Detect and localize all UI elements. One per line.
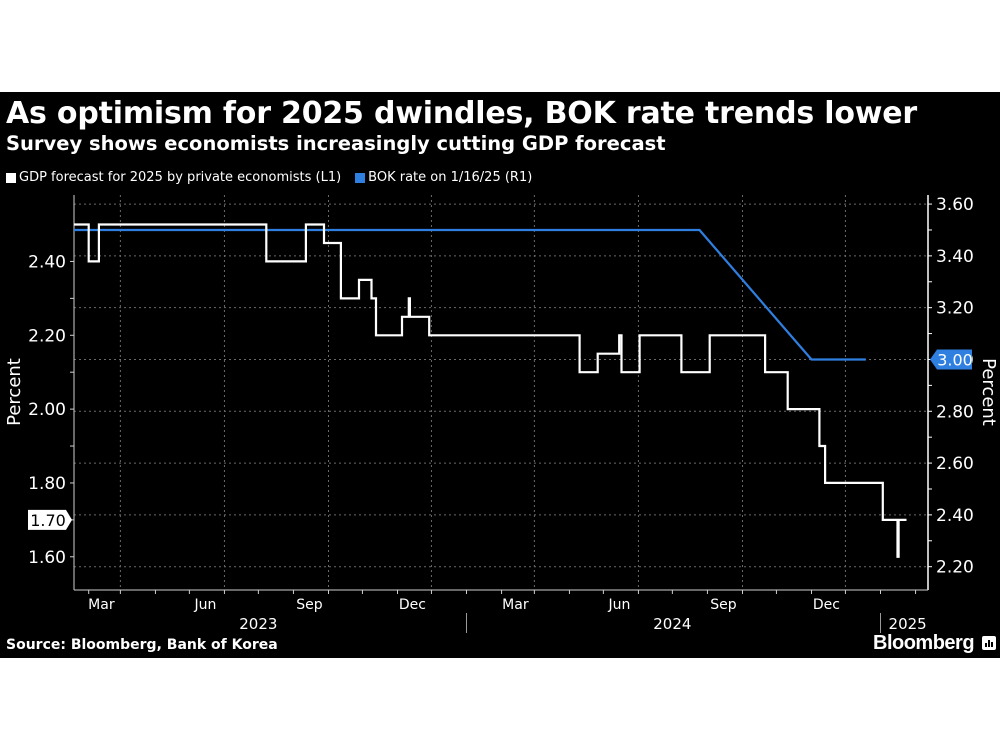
bok-rate-line: [74, 228, 866, 361]
legend-item-gdp: GDP forecast for 2025 by private economi…: [6, 170, 341, 185]
chart-subtitle: Survey shows economists increasingly cut…: [6, 132, 666, 155]
right-tick-label: 3.20: [936, 299, 974, 319]
last-value-text-bok: 3.00: [937, 350, 973, 369]
axes: [70, 195, 932, 633]
legend-label-gdp: GDP forecast for 2025 by private economi…: [19, 170, 342, 185]
series-group: [74, 223, 907, 558]
x-tick-label: Dec: [813, 597, 840, 613]
right-axis-title: Percent: [978, 358, 999, 426]
legend-swatch-bok: [355, 172, 366, 183]
left-tick-label: 1.80: [28, 474, 66, 494]
year-label: 2025: [889, 615, 927, 633]
right-tick-label: 2.20: [936, 558, 974, 578]
axis-labels: 1.60 1.80 2.00 2.20 2.40 2.20 2.40 2.60 2.80 3.00…: [4, 195, 999, 633]
x-tick-label: Dec: [399, 597, 426, 613]
right-tick-label: 2.40: [936, 506, 974, 526]
x-tick-label: Jun: [194, 597, 217, 613]
left-tick-label: 2.40: [28, 252, 66, 272]
last-value-tag-gdp: [28, 509, 72, 530]
left-axis-title: Percent: [4, 358, 25, 426]
chart-background: [0, 92, 1000, 658]
right-tick-label: 3.60: [936, 195, 974, 215]
x-tick-label: Mar: [502, 597, 529, 613]
legend-item-bok: BOK rate on 1/16/25 (R1): [355, 170, 532, 185]
right-tick-label: 2.80: [936, 402, 974, 422]
gdp-forecast-line: [74, 223, 907, 558]
grid: [74, 195, 928, 590]
legend: GDP forecast for 2025 by private economi…: [6, 170, 546, 185]
year-label: 2023: [239, 615, 277, 633]
x-tick-label: Jun: [607, 597, 630, 613]
bloomberg-chart-icon: [982, 636, 996, 650]
source-note: Source: Bloomberg, Bank of Korea: [6, 637, 278, 653]
x-tick-label: Sep: [710, 597, 737, 613]
legend-label-bok: BOK rate on 1/16/25 (R1): [368, 170, 533, 185]
last-value-text-gdp: 1.70: [30, 511, 66, 530]
year-label: 2024: [653, 615, 691, 633]
left-tick-label: 2.20: [28, 326, 66, 346]
left-tick-label: 1.60: [28, 548, 66, 568]
legend-swatch-gdp: [6, 172, 16, 183]
right-tick-label: 3.40: [936, 247, 974, 267]
left-tick-label: 2.00: [28, 400, 66, 420]
right-tick-label: 2.60: [936, 454, 974, 474]
x-tick-label: Sep: [296, 597, 323, 613]
x-tick-label: Mar: [88, 597, 115, 613]
last-value-tag-bok: [930, 349, 972, 370]
bloomberg-logo: Bloomberg: [873, 632, 975, 654]
chart-title: As optimism for 2025 dwindles, BOK rate …: [6, 96, 918, 131]
